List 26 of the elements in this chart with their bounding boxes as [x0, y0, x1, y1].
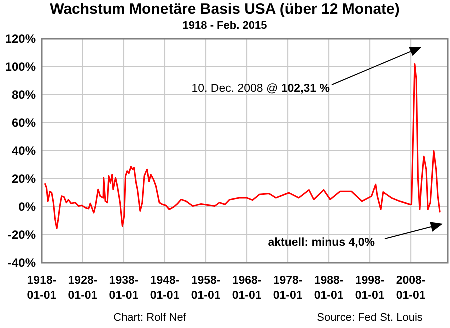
x-tick-label: 2008- 01-01: [396, 275, 426, 302]
x-tick-label: 1998- 01-01: [355, 275, 386, 302]
x-tick-label: 1978- 01-01: [273, 275, 304, 302]
annotation: 10. Dec. 2008 @ 102,31 %: [192, 83, 330, 95]
y-tick-label: 40%: [12, 144, 36, 158]
y-tick-label: 60%: [12, 116, 36, 130]
chart-subtitle: 1918 - Feb. 2015: [182, 20, 268, 32]
line-series: [44, 63, 441, 230]
annotation: aktuell: minus 4,0%: [268, 237, 375, 249]
x-tick-label: 1968- 01-01: [232, 275, 262, 302]
x-tick-label: 1928- 01-01: [68, 275, 98, 302]
y-tick-label: 0%: [18, 200, 36, 214]
y-tick-label: 20%: [12, 172, 36, 186]
y-tick-label: 120%: [5, 32, 36, 46]
x-tick-label: 1948- 01-01: [150, 275, 180, 302]
y-tick-label: -20%: [8, 228, 36, 242]
x-tick-label: 1938- 01-01: [109, 275, 140, 302]
x-tick-label: 1958- 01-01: [191, 275, 222, 302]
x-tick-label: 1918- 01-01: [27, 275, 58, 302]
chart-title: Wachstum Monetäre Basis USA (über 12 Monate): [50, 1, 400, 18]
source-note: Source: Fed St. Louis: [317, 312, 424, 324]
text: Chart: Rolf Nef: [114, 312, 188, 324]
y-tick-label: -40%: [8, 256, 36, 270]
y-tick-label: 80%: [12, 88, 36, 102]
y-tick-label: 100%: [5, 60, 36, 74]
x-tick-label: 1988- 01-01: [314, 275, 344, 302]
